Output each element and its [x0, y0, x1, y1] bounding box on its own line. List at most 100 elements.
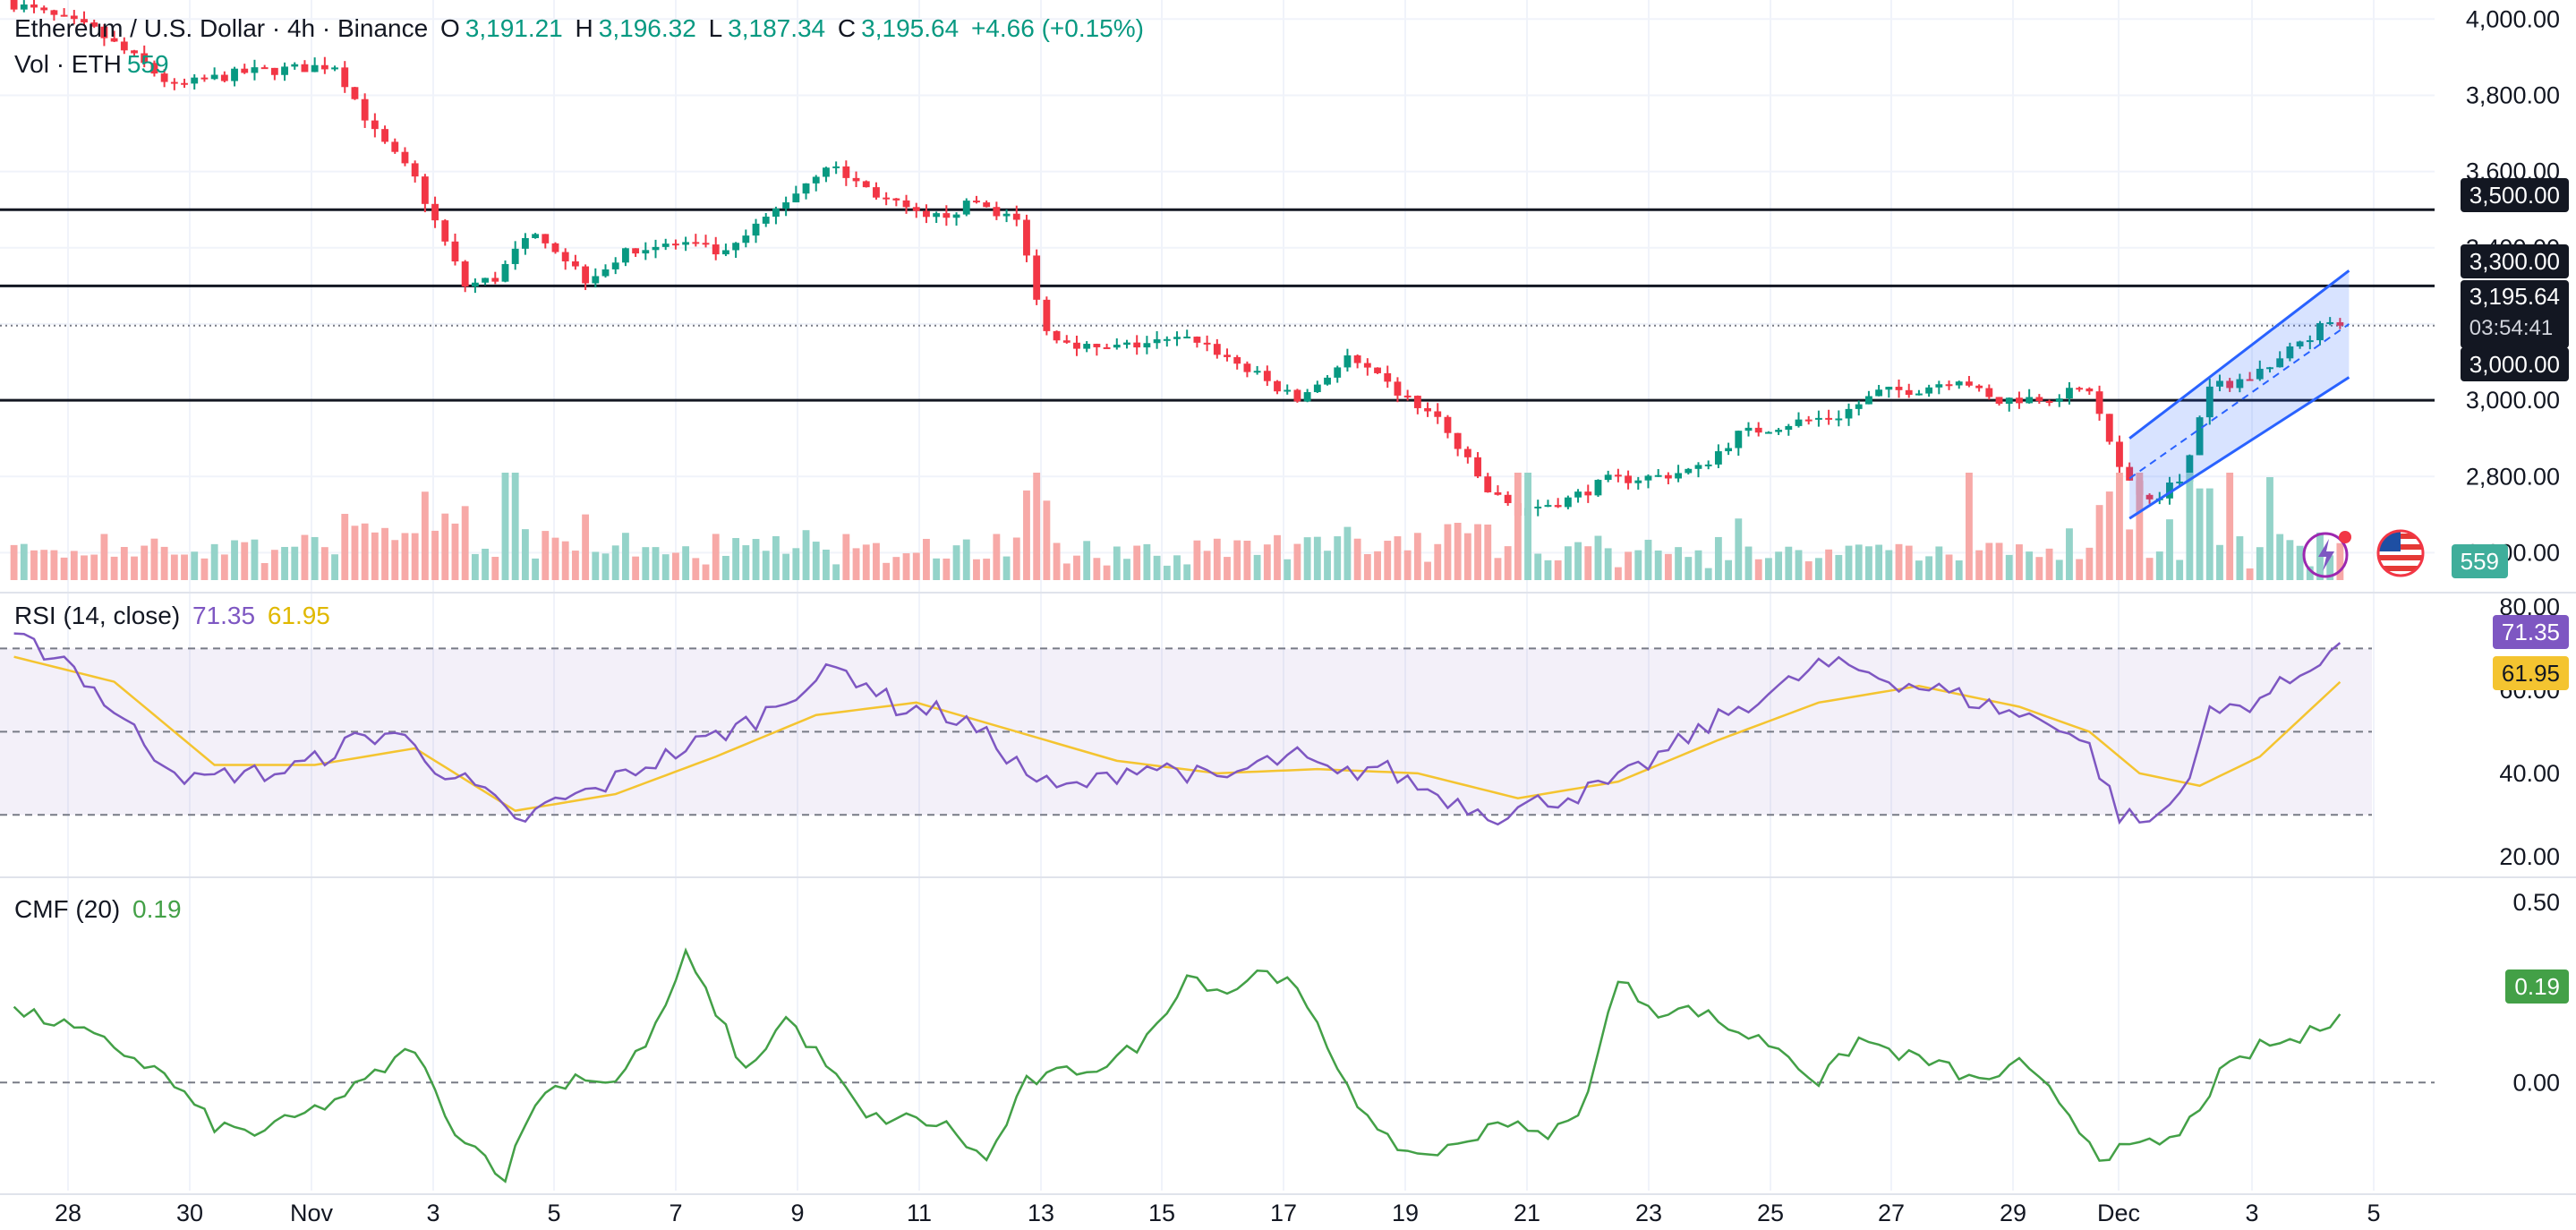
volume-bar [1163, 565, 1171, 580]
x-axis: 28 30 Nov 3 5 7 9 11 13 15 17 19 21 23 25 27 29 Dec 3 5 [55, 1200, 2381, 1226]
candle-body [331, 67, 338, 70]
volume-bar [1584, 546, 1592, 580]
candle-body [1033, 255, 1041, 300]
candle-body [642, 250, 650, 254]
volume-bar [1363, 553, 1371, 580]
volume-bar [2226, 473, 2234, 580]
rsi-ma-tag: 61.95 [2492, 656, 2569, 690]
candle-body [30, 4, 38, 8]
candle-body [411, 163, 419, 177]
volume-bar [511, 473, 519, 580]
volume-bar [1284, 559, 1292, 580]
us-flag-icon[interactable] [2374, 526, 2427, 585]
candle-body [802, 183, 810, 194]
volume-bar [1002, 556, 1011, 580]
volume-bar [2055, 559, 2063, 580]
volume-bar [792, 548, 800, 580]
candle-body [2196, 417, 2204, 456]
cmf-legend: CMF (20) 0.19 [14, 895, 187, 924]
volume-bar [231, 540, 238, 580]
candle-body [1062, 340, 1070, 343]
volume-bar [1374, 551, 1381, 580]
volume-bar [1625, 551, 1632, 580]
volume-bar [1814, 558, 1822, 580]
volume-bar [2176, 559, 2184, 580]
volume-bar [1925, 556, 1933, 580]
candle-body [1895, 387, 1903, 390]
volume-bar [1554, 559, 1562, 580]
candle-body [341, 67, 349, 88]
rsi-tick-label: 40.00 [2499, 760, 2560, 787]
candle-body [160, 73, 168, 82]
candle-body [471, 282, 479, 287]
volume-bar [1293, 543, 1301, 580]
volume-bar [862, 544, 870, 580]
volume-bar [2205, 488, 2213, 580]
volume-bar [521, 529, 529, 580]
lightning-icon[interactable] [2299, 526, 2356, 585]
volume-bar [1905, 545, 1913, 580]
volume-bar [1564, 546, 1572, 580]
volume-bar [1394, 536, 1402, 580]
candle-body [943, 213, 951, 218]
volume-bar [1975, 550, 1983, 580]
candle-body [652, 246, 660, 251]
candle-body [2286, 346, 2294, 359]
candle-body [1274, 380, 1281, 392]
volume-bar [2296, 545, 2304, 580]
volume-bar [2326, 555, 2334, 580]
candle-body [1845, 408, 1853, 419]
candle-body [2126, 466, 2134, 481]
volume-bar [311, 536, 319, 580]
volume-bar [1644, 539, 1652, 580]
x-tick-label: 5 [2367, 1200, 2380, 1226]
candle-body [1644, 475, 1652, 481]
candle-body [1775, 430, 1783, 432]
candle-body [1494, 491, 1502, 495]
candle-body [2226, 380, 2234, 389]
candle-body [1785, 425, 1793, 431]
high-label: H [575, 14, 593, 42]
candle-body [1023, 219, 1030, 256]
candle-body [973, 201, 980, 203]
candle-body [611, 262, 619, 269]
candle-body [1664, 474, 1672, 479]
candle-body [1363, 363, 1371, 368]
candle-body [1463, 448, 1471, 457]
channel-upper [2128, 269, 2350, 440]
candle-body [772, 209, 780, 218]
candle-body [1163, 338, 1171, 341]
volume-bar [1103, 565, 1111, 580]
candle-body [1864, 396, 1872, 405]
volume-bar [1243, 541, 1251, 580]
volume-bar [2276, 534, 2284, 580]
ascending-channel[interactable] [2128, 269, 2350, 520]
volume-bar [191, 551, 199, 580]
volume-bar [90, 554, 98, 580]
volume-bar [712, 534, 720, 580]
volume-bar [1685, 557, 1693, 580]
volume-bar [832, 564, 840, 580]
volume-bar [50, 550, 58, 580]
volume-bars [10, 473, 2344, 580]
volume-bar [320, 547, 328, 580]
symbol-title: Ethereum / U.S. Dollar · 4h · Binance [14, 14, 429, 42]
volume-bar [341, 514, 349, 580]
candle-body [923, 210, 930, 218]
candle-body [1915, 393, 1923, 396]
cmf-tick-label: 0.00 [2512, 1069, 2560, 1096]
volume-bar [2005, 554, 2013, 580]
candle-body [50, 10, 58, 15]
candle-body [952, 214, 960, 218]
candle-body [241, 68, 249, 73]
volume-bar [10, 544, 18, 580]
volume-bar [1675, 547, 1683, 580]
volume-bar [1544, 559, 1552, 580]
volume-bar [391, 540, 399, 580]
candle-body [1213, 344, 1221, 355]
volume-bar [802, 530, 810, 580]
volume-bar [762, 551, 770, 580]
x-tick-label: 13 [1028, 1200, 1054, 1226]
volume-bar [2236, 536, 2244, 580]
